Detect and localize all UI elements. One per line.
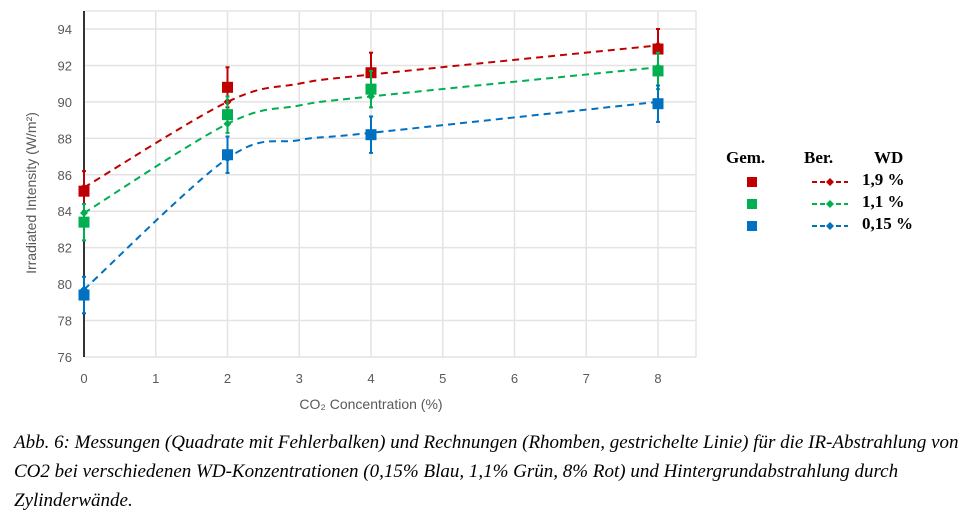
measured-square [78, 185, 90, 197]
calculated-line-icon [812, 178, 848, 186]
x-tick-label: 1 [152, 371, 159, 386]
data-marks [78, 28, 664, 315]
calculated-line-icon [812, 222, 848, 230]
y-tick-label: 94 [58, 22, 72, 37]
x-tick-label: 0 [80, 371, 87, 386]
measured-square [222, 149, 233, 161]
y-tick-label: 78 [58, 314, 72, 329]
y-axis-label: Irradiated Intensity (W/m²) [23, 112, 39, 274]
calculated-line-icon [812, 200, 848, 208]
legend-header-calculated: Ber. [804, 148, 834, 167]
x-tick-label: 6 [511, 371, 518, 386]
measured-square [78, 216, 90, 228]
measured-square [78, 289, 90, 301]
y-tick-label: 76 [58, 350, 72, 365]
measured-square-icon [747, 199, 757, 209]
legend-header-wd: WD [874, 148, 904, 167]
legend-item: 1,1 % [726, 192, 966, 214]
legend-item: 0,15 % [726, 214, 966, 236]
x-axis-label: CO₂ Concentration (%) [299, 396, 442, 412]
calculated-line [83, 66, 659, 214]
y-tick-label: 88 [58, 131, 72, 146]
x-tick-label: 4 [367, 371, 374, 386]
y-tick-label: 82 [58, 241, 72, 256]
measured-square [652, 43, 664, 55]
plot-area [83, 10, 697, 358]
calculated-line [83, 44, 659, 189]
legend-header-measured: Gem. [726, 148, 766, 167]
measured-square [222, 109, 233, 121]
measured-square [365, 129, 377, 141]
measured-square-icon [747, 177, 757, 187]
x-tick-label: 2 [224, 371, 231, 386]
y-tick-label: 92 [58, 58, 72, 73]
measured-square [652, 65, 664, 77]
measured-square [652, 98, 664, 110]
legend-item: 1,9 % [726, 170, 966, 192]
y-tick-label: 90 [58, 95, 72, 110]
measured-square-icon [747, 221, 757, 231]
x-tick-label: 5 [439, 371, 446, 386]
legend-label: 0,15 % [862, 214, 913, 233]
measured-square [222, 81, 233, 93]
y-tick-label: 84 [58, 204, 72, 219]
measured-square [365, 83, 377, 95]
legend-label: 1,9 % [862, 170, 905, 189]
figure-caption: Abb. 6: Messungen (Quadrate mit Fehlerba… [14, 432, 959, 511]
y-tick-label: 80 [58, 277, 72, 292]
legend-label: 1,1 % [862, 192, 905, 211]
x-tick-label: 7 [583, 371, 590, 386]
calculated-line [83, 100, 659, 291]
x-tick-label: 8 [654, 371, 661, 386]
x-tick-label: 3 [296, 371, 303, 386]
y-tick-label: 86 [58, 168, 72, 183]
